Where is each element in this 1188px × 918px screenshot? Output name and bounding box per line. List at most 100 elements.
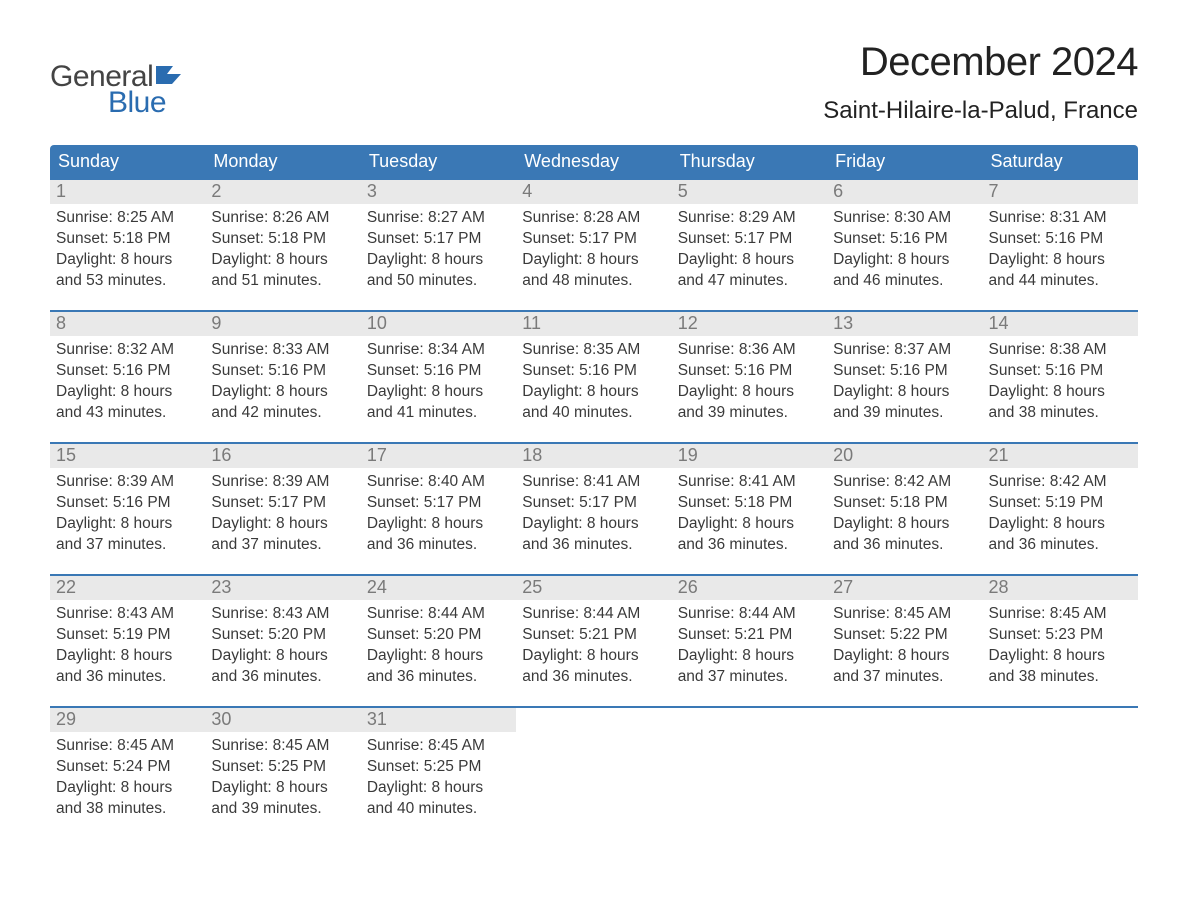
sunrise-line: Sunrise: 8:25 AM [56, 208, 199, 229]
daylight-line: Daylight: 8 hours and 39 minutes. [678, 382, 821, 424]
sunset-line: Sunset: 5:20 PM [211, 625, 354, 646]
day-content: Sunrise: 8:33 AMSunset: 5:16 PMDaylight:… [205, 336, 360, 434]
day-cell: 15Sunrise: 8:39 AMSunset: 5:16 PMDayligh… [50, 444, 205, 574]
sunrise-line: Sunrise: 8:37 AM [833, 340, 976, 361]
day-content: Sunrise: 8:41 AMSunset: 5:18 PMDaylight:… [672, 468, 827, 566]
day-number: 16 [205, 444, 360, 468]
sunrise-line: Sunrise: 8:26 AM [211, 208, 354, 229]
daylight-line: Daylight: 8 hours and 36 minutes. [678, 514, 821, 556]
logo: General Blue [50, 40, 183, 120]
location: Saint-Hilaire-la-Palud, France [823, 97, 1138, 125]
sunrise-line: Sunrise: 8:38 AM [989, 340, 1132, 361]
weekday-header-row: SundayMondayTuesdayWednesdayThursdayFrid… [50, 145, 1138, 178]
weekday-header-cell: Saturday [983, 145, 1138, 178]
week-row: 29Sunrise: 8:45 AMSunset: 5:24 PMDayligh… [50, 706, 1138, 838]
weekday-header-cell: Sunday [50, 145, 205, 178]
day-cell: 27Sunrise: 8:45 AMSunset: 5:22 PMDayligh… [827, 576, 982, 706]
sunrise-line: Sunrise: 8:45 AM [989, 604, 1132, 625]
day-content: Sunrise: 8:45 AMSunset: 5:25 PMDaylight:… [205, 732, 360, 830]
sunset-line: Sunset: 5:16 PM [833, 229, 976, 250]
daylight-line: Daylight: 8 hours and 47 minutes. [678, 250, 821, 292]
day-cell: 11Sunrise: 8:35 AMSunset: 5:16 PMDayligh… [516, 312, 671, 442]
sunset-line: Sunset: 5:20 PM [367, 625, 510, 646]
daylight-line: Daylight: 8 hours and 40 minutes. [367, 778, 510, 820]
daylight-line: Daylight: 8 hours and 50 minutes. [367, 250, 510, 292]
daylight-line: Daylight: 8 hours and 38 minutes. [989, 382, 1132, 424]
sunrise-line: Sunrise: 8:43 AM [211, 604, 354, 625]
sunrise-line: Sunrise: 8:28 AM [522, 208, 665, 229]
daylight-line: Daylight: 8 hours and 37 minutes. [833, 646, 976, 688]
sunset-line: Sunset: 5:18 PM [678, 493, 821, 514]
day-number: 5 [672, 180, 827, 204]
daylight-line: Daylight: 8 hours and 37 minutes. [56, 514, 199, 556]
daylight-line: Daylight: 8 hours and 48 minutes. [522, 250, 665, 292]
day-content: Sunrise: 8:41 AMSunset: 5:17 PMDaylight:… [516, 468, 671, 566]
day-number: 26 [672, 576, 827, 600]
day-number: 22 [50, 576, 205, 600]
day-cell: 16Sunrise: 8:39 AMSunset: 5:17 PMDayligh… [205, 444, 360, 574]
day-cell: 17Sunrise: 8:40 AMSunset: 5:17 PMDayligh… [361, 444, 516, 574]
day-content: Sunrise: 8:45 AMSunset: 5:24 PMDaylight:… [50, 732, 205, 830]
day-content: Sunrise: 8:34 AMSunset: 5:16 PMDaylight:… [361, 336, 516, 434]
day-number: 27 [827, 576, 982, 600]
day-number: 7 [983, 180, 1138, 204]
sunset-line: Sunset: 5:16 PM [678, 361, 821, 382]
daylight-line: Daylight: 8 hours and 37 minutes. [211, 514, 354, 556]
sunset-line: Sunset: 5:17 PM [522, 493, 665, 514]
day-cell: 12Sunrise: 8:36 AMSunset: 5:16 PMDayligh… [672, 312, 827, 442]
day-cell: 19Sunrise: 8:41 AMSunset: 5:18 PMDayligh… [672, 444, 827, 574]
sunrise-line: Sunrise: 8:43 AM [56, 604, 199, 625]
daylight-line: Daylight: 8 hours and 41 minutes. [367, 382, 510, 424]
day-content: Sunrise: 8:25 AMSunset: 5:18 PMDaylight:… [50, 204, 205, 302]
daylight-line: Daylight: 8 hours and 38 minutes. [989, 646, 1132, 688]
day-cell: 28 Sunrise: 8:45 AMSunset: 5:23 PMDayligh… [983, 576, 1138, 706]
day-content: Sunrise: 8:40 AMSunset: 5:17 PMDaylight:… [361, 468, 516, 566]
sunset-line: Sunset: 5:16 PM [56, 361, 199, 382]
day-number: 29 [50, 708, 205, 732]
sunrise-line: Sunrise: 8:45 AM [833, 604, 976, 625]
day-content: Sunrise: 8:39 AMSunset: 5:17 PMDaylight:… [205, 468, 360, 566]
day-number: 20 [827, 444, 982, 468]
day-cell: 8Sunrise: 8:32 AMSunset: 5:16 PMDaylight… [50, 312, 205, 442]
day-cell: 3Sunrise: 8:27 AMSunset: 5:17 PMDaylight… [361, 180, 516, 310]
daylight-line: Daylight: 8 hours and 36 minutes. [367, 514, 510, 556]
daylight-line: Daylight: 8 hours and 37 minutes. [678, 646, 821, 688]
day-number: 12 [672, 312, 827, 336]
sunrise-line: Sunrise: 8:41 AM [522, 472, 665, 493]
sunset-line: Sunset: 5:16 PM [522, 361, 665, 382]
week-row: 22Sunrise: 8:43 AMSunset: 5:19 PMDayligh… [50, 574, 1138, 706]
sunrise-line: Sunrise: 8:33 AM [211, 340, 354, 361]
day-cell: 29Sunrise: 8:45 AMSunset: 5:24 PMDayligh… [50, 708, 205, 838]
day-content: Sunrise: 8:43 AMSunset: 5:20 PMDaylight:… [205, 600, 360, 698]
sunrise-line: Sunrise: 8:39 AM [56, 472, 199, 493]
sunset-line: Sunset: 5:18 PM [833, 493, 976, 514]
day-content: Sunrise: 8:43 AMSunset: 5:19 PMDaylight:… [50, 600, 205, 698]
daylight-line: Daylight: 8 hours and 46 minutes. [833, 250, 976, 292]
weekday-header-cell: Tuesday [361, 145, 516, 178]
day-content: Sunrise: 8:28 AMSunset: 5:17 PMDaylight:… [516, 204, 671, 302]
sunset-line: Sunset: 5:23 PM [989, 625, 1132, 646]
sunrise-line: Sunrise: 8:34 AM [367, 340, 510, 361]
day-cell: 18Sunrise: 8:41 AMSunset: 5:17 PMDayligh… [516, 444, 671, 574]
day-content: Sunrise: 8:36 AMSunset: 5:16 PMDaylight:… [672, 336, 827, 434]
header: General Blue December 2024 Saint-Hilaire… [50, 40, 1138, 125]
day-number: 25 [516, 576, 671, 600]
daylight-line: Daylight: 8 hours and 39 minutes. [211, 778, 354, 820]
day-number: 28 [983, 576, 1138, 600]
sunset-line: Sunset: 5:17 PM [367, 493, 510, 514]
day-cell: 4Sunrise: 8:28 AMSunset: 5:17 PMDaylight… [516, 180, 671, 310]
week-row: 15Sunrise: 8:39 AMSunset: 5:16 PMDayligh… [50, 442, 1138, 574]
daylight-line: Daylight: 8 hours and 36 minutes. [211, 646, 354, 688]
day-number: 18 [516, 444, 671, 468]
day-content: Sunrise: 8:44 AMSunset: 5:21 PMDaylight:… [672, 600, 827, 698]
sunset-line: Sunset: 5:21 PM [678, 625, 821, 646]
day-content: Sunrise: 8:32 AMSunset: 5:16 PMDaylight:… [50, 336, 205, 434]
sunrise-line: Sunrise: 8:29 AM [678, 208, 821, 229]
sunset-line: Sunset: 5:24 PM [56, 757, 199, 778]
day-content: Sunrise: 8:29 AMSunset: 5:17 PMDaylight:… [672, 204, 827, 302]
sunrise-line: Sunrise: 8:35 AM [522, 340, 665, 361]
title-block: December 2024 Saint-Hilaire-la-Palud, Fr… [823, 40, 1138, 125]
daylight-line: Daylight: 8 hours and 42 minutes. [211, 382, 354, 424]
calendar: SundayMondayTuesdayWednesdayThursdayFrid… [50, 145, 1138, 838]
daylight-line: Daylight: 8 hours and 36 minutes. [833, 514, 976, 556]
